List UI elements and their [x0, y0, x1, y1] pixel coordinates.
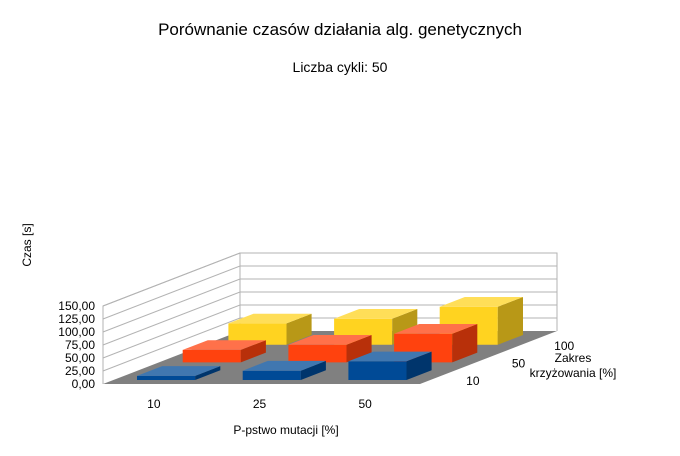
y-tick-label: 125,00	[58, 312, 95, 326]
y-tick-label: 25,00	[65, 364, 95, 378]
bar-side-face	[346, 335, 372, 363]
depth-tick-label: 100	[554, 339, 574, 353]
bar-top-face	[394, 324, 478, 334]
y-tick-label: 150,00	[58, 299, 95, 313]
bar-series-100-50	[439, 297, 523, 345]
bar-top-face	[228, 313, 312, 324]
y-axis-label: Czas [s]	[20, 223, 34, 266]
bar-side-face	[240, 340, 266, 363]
bar-side-face	[195, 366, 221, 380]
bar-front-face	[288, 344, 347, 363]
bar-side-face	[300, 360, 326, 380]
bar-side-face	[406, 351, 432, 380]
bar-side-face	[452, 324, 478, 363]
bar-side-face	[497, 297, 523, 345]
bar-top-face	[334, 309, 418, 319]
chart-subtitle: Liczba cykli: 50	[293, 59, 388, 75]
depth-axis-label-line-2: krzyżowania [%]	[530, 366, 617, 380]
y-tick-label: 100,00	[58, 325, 95, 339]
y-tick-label: 50,00	[65, 351, 95, 365]
bar-top-face	[439, 297, 523, 307]
gridline	[102, 252, 557, 307]
bar-top-face	[348, 351, 432, 362]
depth-tick-label: 10	[466, 374, 480, 388]
bar-front-face	[228, 323, 287, 345]
bar-front-face	[242, 370, 301, 380]
x-tick-label: 50	[358, 397, 372, 411]
gridline	[102, 291, 557, 346]
bar-top-face	[137, 366, 221, 376]
bar-series-10-25	[242, 360, 326, 380]
bar-series-50-10	[182, 340, 266, 363]
x-tick-label: 25	[253, 397, 267, 411]
bar-top-face	[242, 360, 326, 371]
y-tick-label: 75,00	[65, 338, 95, 352]
bar-top-face	[288, 335, 372, 345]
bar-front-face	[348, 361, 407, 380]
x-axis-label: P-pstwo mutacji [%]	[233, 423, 338, 437]
bar-series-10-50	[348, 351, 432, 380]
x-tick-label: 10	[147, 397, 161, 411]
bar-series-50-25	[288, 335, 372, 363]
y-tick-label: 0,00	[72, 377, 96, 391]
bar-side-face	[286, 313, 312, 345]
chart-title: Porównanie czasów działania alg. genetyc…	[158, 20, 522, 39]
gridline	[102, 265, 557, 320]
bar-series-10-10	[137, 366, 221, 380]
bar-top-face	[182, 340, 266, 350]
bar-front-face	[137, 375, 196, 380]
depth-tick-label: 50	[512, 357, 526, 371]
depth-axis-label-line-1: Zakres	[555, 351, 592, 365]
gridline	[102, 278, 557, 333]
bar-front-face	[182, 349, 241, 363]
chart-bars	[137, 297, 523, 380]
bar-series-100-10	[228, 313, 312, 345]
